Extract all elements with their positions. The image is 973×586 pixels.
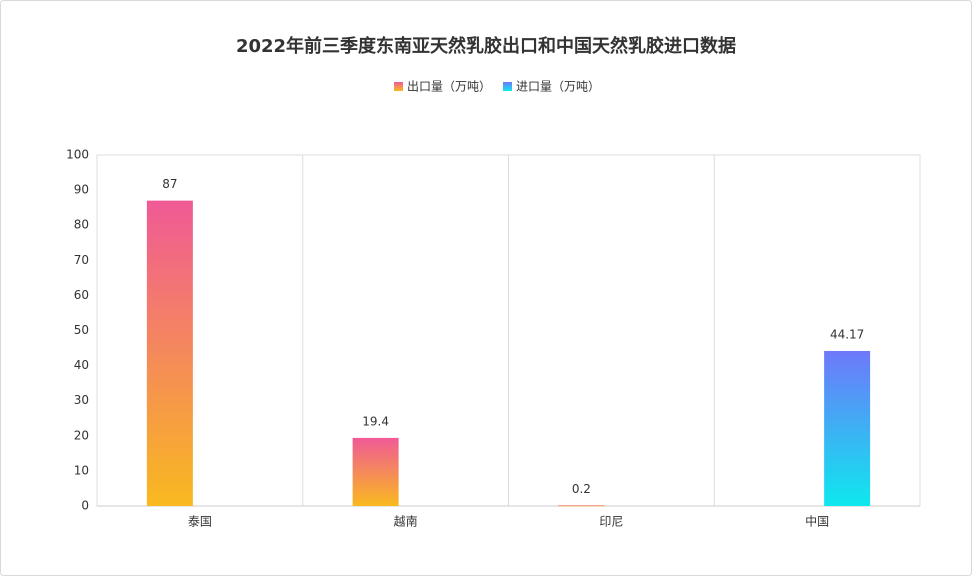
y-tick-label: 10 — [74, 463, 89, 477]
x-tick-label: 泰国 — [188, 515, 212, 529]
legend-label: 进口量（万吨） — [516, 80, 600, 94]
legend: 出口量（万吨） 进口量（万吨） — [394, 80, 600, 94]
y-tick-label: 0 — [81, 499, 89, 513]
y-tick-label: 100 — [66, 148, 89, 162]
y-tick-label: 90 — [74, 183, 89, 197]
y-tick-label: 60 — [74, 288, 89, 302]
bar — [824, 350, 871, 506]
legend-swatch — [394, 82, 403, 91]
value-label: 0.2 — [572, 482, 591, 496]
value-label: 44.17 — [830, 327, 864, 341]
value-label: 19.4 — [362, 414, 389, 428]
bar — [352, 437, 399, 506]
legend-swatch — [503, 82, 513, 91]
y-tick-label: 50 — [74, 323, 89, 337]
legend-label: 出口量（万吨） — [407, 80, 491, 94]
x-tick-label: 印尼 — [599, 515, 623, 529]
x-tick-label: 越南 — [394, 514, 418, 529]
value-label: 87 — [162, 177, 177, 191]
y-tick-label: 80 — [74, 218, 89, 232]
y-tick-label: 40 — [74, 358, 89, 372]
y-tick-label: 20 — [74, 428, 89, 442]
bar — [146, 200, 193, 506]
x-tick-label: 中国 — [805, 514, 829, 529]
bar — [558, 505, 605, 507]
chart-title: 2022年前三季度东南亚天然乳胶出口和中国天然乳胶进口数据 — [236, 35, 736, 57]
y-tick-label: 70 — [74, 253, 89, 267]
y-tick-label: 30 — [74, 393, 89, 407]
